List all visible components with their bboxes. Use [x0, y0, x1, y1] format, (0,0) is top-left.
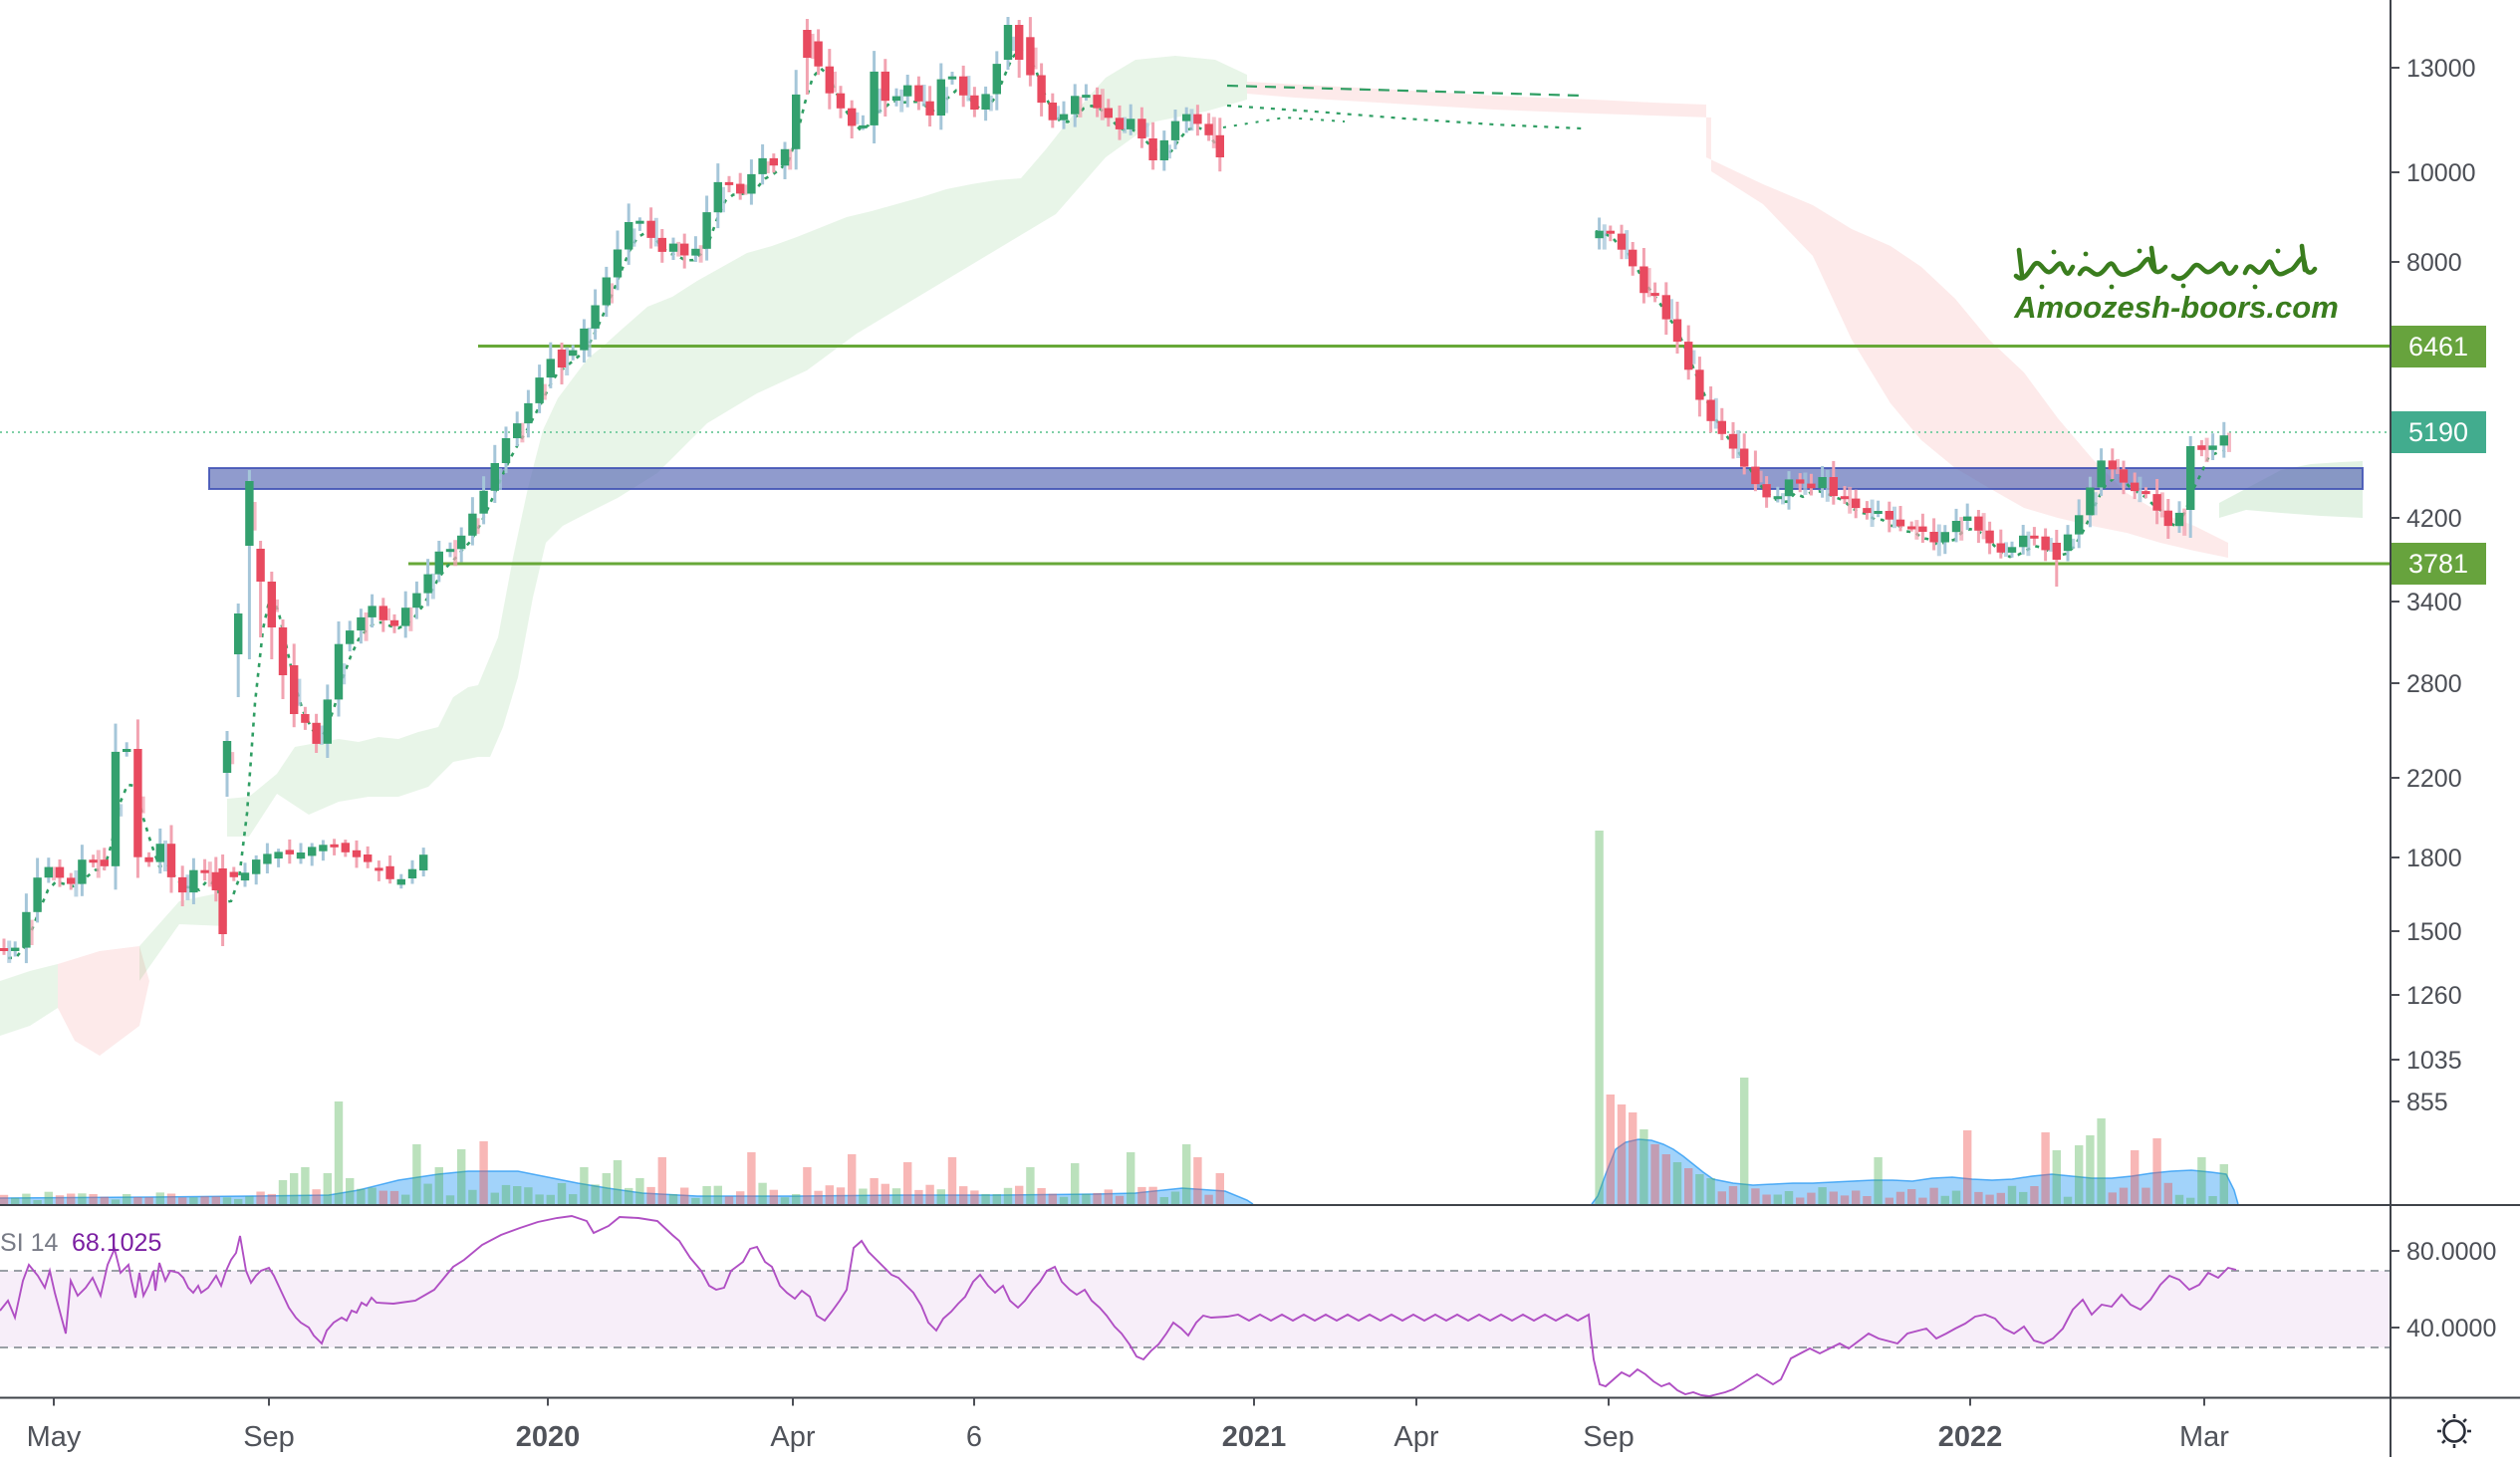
svg-text:6461: 6461 [2408, 332, 2468, 362]
svg-text:3400: 3400 [2406, 589, 2462, 616]
svg-text:1500: 1500 [2406, 918, 2462, 946]
svg-text:RSI 14: RSI 14 [0, 1229, 59, 1257]
svg-text:Sep: Sep [243, 1421, 295, 1453]
svg-text:Apr: Apr [1393, 1421, 1438, 1453]
svg-text:1260: 1260 [2406, 982, 2462, 1010]
svg-text:80.0000: 80.0000 [2406, 1238, 2496, 1266]
svg-text:2020: 2020 [516, 1421, 581, 1453]
svg-text:Amoozesh-boors.com: Amoozesh-boors.com [2013, 290, 2339, 325]
svg-text:Apr: Apr [770, 1421, 815, 1453]
svg-text:2200: 2200 [2406, 765, 2462, 793]
svg-text:Mar: Mar [2179, 1421, 2229, 1453]
svg-text:1035: 1035 [2406, 1047, 2462, 1075]
svg-text:Sep: Sep [1583, 1421, 1635, 1453]
svg-text:5190: 5190 [2408, 417, 2468, 447]
svg-text:13000: 13000 [2406, 55, 2476, 83]
svg-text:40.0000: 40.0000 [2406, 1315, 2496, 1342]
svg-text:May: May [27, 1421, 82, 1453]
svg-text:2800: 2800 [2406, 670, 2462, 698]
svg-text:2021: 2021 [1222, 1421, 1287, 1453]
svg-text:1800: 1800 [2406, 845, 2462, 872]
svg-text:855: 855 [2406, 1089, 2448, 1116]
svg-text:8000: 8000 [2406, 249, 2462, 277]
svg-text:10000: 10000 [2406, 159, 2476, 187]
svg-text:6: 6 [966, 1421, 982, 1453]
svg-text:2022: 2022 [1938, 1421, 2003, 1453]
svg-text:68.1025: 68.1025 [72, 1229, 161, 1257]
svg-text:4200: 4200 [2406, 505, 2462, 533]
svg-text:3781: 3781 [2408, 549, 2468, 579]
